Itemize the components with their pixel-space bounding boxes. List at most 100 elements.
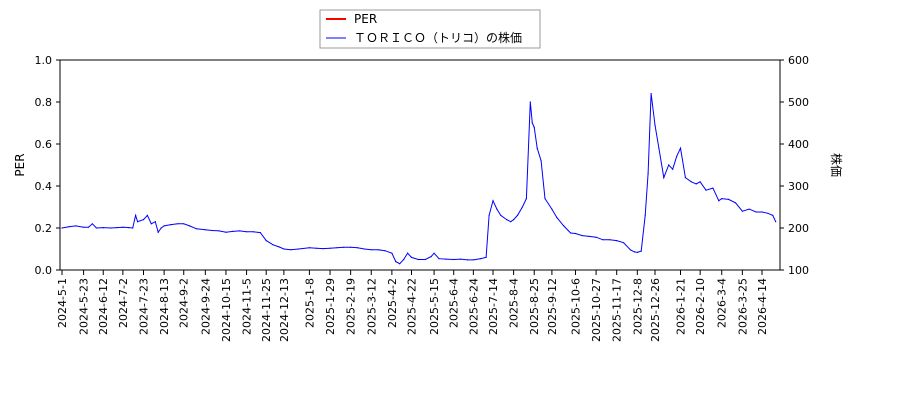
x-tick-label: 2025-6-24 — [467, 278, 480, 335]
x-tick-label: 2026-3-25 — [736, 278, 749, 335]
x-tick-label: 2025-7-14 — [487, 278, 500, 335]
price-point — [668, 164, 670, 166]
price-point — [647, 172, 649, 174]
price-point — [407, 252, 409, 254]
x-tick-label: 2024-7-23 — [137, 278, 150, 335]
price-point — [135, 214, 137, 216]
price-point — [322, 248, 324, 250]
price-point — [142, 219, 145, 221]
price-point — [453, 258, 455, 261]
x-tick-label: 2025-6-4 — [448, 278, 461, 328]
price-point — [775, 221, 777, 223]
price-point — [755, 211, 757, 213]
price-point — [128, 227, 130, 229]
x-tick-label: 2025-11-17 — [611, 278, 624, 342]
price-point — [116, 227, 118, 229]
right-tick-label: 300 — [788, 180, 809, 193]
price-point — [350, 246, 352, 248]
price-point — [616, 240, 618, 242]
price-point — [146, 214, 148, 216]
price-point — [298, 248, 300, 250]
price-point — [232, 230, 234, 232]
price-point — [510, 221, 512, 223]
price-point — [424, 258, 426, 261]
price-point — [160, 227, 162, 229]
price-point — [68, 226, 70, 228]
price-point — [734, 202, 737, 204]
right-tick-label: 500 — [788, 96, 809, 109]
price-point — [563, 225, 565, 227]
price-point — [658, 147, 660, 149]
price-point — [695, 183, 697, 185]
price-point — [391, 252, 393, 254]
price-point — [544, 198, 546, 200]
right-axis-title: 株価 — [829, 153, 844, 177]
left-tick-label: 1.0 — [35, 54, 53, 67]
right-tick-label: 400 — [788, 138, 809, 151]
right-tick-label: 100 — [788, 264, 809, 277]
x-tick-label: 2024-5-1 — [56, 278, 69, 328]
price-point — [690, 181, 692, 183]
price-point — [430, 256, 432, 258]
x-tick-label: 2025-4-22 — [406, 278, 419, 335]
legend-box — [319, 9, 541, 49]
price-point — [772, 214, 774, 216]
price-point — [177, 223, 179, 225]
price-point — [588, 235, 590, 237]
left-axis-title: PER — [13, 153, 27, 176]
price-point — [705, 189, 707, 191]
x-tick-label: 2025-4-2 — [386, 278, 399, 328]
x-tick-label: 2026-1-21 — [675, 278, 688, 335]
price-point — [644, 214, 646, 216]
price-point — [602, 239, 604, 241]
price-point — [170, 224, 172, 226]
price-point — [384, 250, 386, 252]
price-point — [363, 248, 365, 250]
left-tick-label: 0.6 — [35, 138, 53, 151]
x-tick-label: 2025-9-12 — [546, 278, 559, 335]
plot-area — [59, 59, 781, 271]
price-point — [761, 211, 763, 213]
x-tick-label: 2024-12-13 — [278, 278, 291, 342]
price-point — [218, 230, 220, 232]
price-point — [336, 247, 338, 249]
x-tick-label: 2026-4-14 — [756, 278, 769, 335]
price-point — [95, 227, 97, 229]
price-point — [479, 258, 481, 260]
price-point — [433, 252, 435, 254]
x-tick-label: 2025-8-4 — [508, 278, 521, 328]
price-point — [650, 93, 652, 95]
x-tick-label: 2025-12-8 — [631, 278, 644, 335]
price-point — [122, 226, 124, 228]
price-point — [529, 101, 531, 103]
x-tick-label: 2025-10-6 — [569, 278, 582, 335]
price-point — [748, 208, 750, 210]
x-tick-label: 2025-5-15 — [428, 278, 441, 335]
left-tick-label: 0.0 — [35, 264, 53, 277]
price-point — [488, 214, 490, 216]
price-point — [506, 219, 508, 221]
left-axis: 0.0 0.2 0.4 0.6 0.8 1.0 — [35, 54, 60, 277]
price-point — [343, 246, 345, 248]
legend-label-price: ＴＯＲＩＣＯ（トリコ）の株価 — [354, 30, 522, 45]
price-point — [540, 160, 542, 162]
x-tick-label: 2024-9-2 — [178, 278, 191, 328]
price-point — [676, 156, 678, 158]
price-point — [225, 231, 227, 233]
x-tick-label: 2024-9-24 — [199, 278, 212, 335]
price-point — [211, 229, 213, 232]
price-point — [290, 249, 292, 251]
price-point — [356, 247, 359, 249]
x-tick-label: 2024-11-5 — [241, 278, 254, 335]
price-point — [654, 124, 656, 126]
x-tick-label: 2024-8-13 — [158, 278, 171, 335]
price-point — [531, 122, 533, 124]
price-point — [536, 147, 538, 149]
x-tick-label: 2024-7-2 — [117, 278, 130, 328]
right-axis: 100 200 300 400 500 600 — [780, 54, 809, 277]
price-point — [183, 223, 185, 225]
price-point — [137, 221, 139, 223]
price-point — [370, 249, 372, 251]
price-point — [633, 251, 636, 253]
